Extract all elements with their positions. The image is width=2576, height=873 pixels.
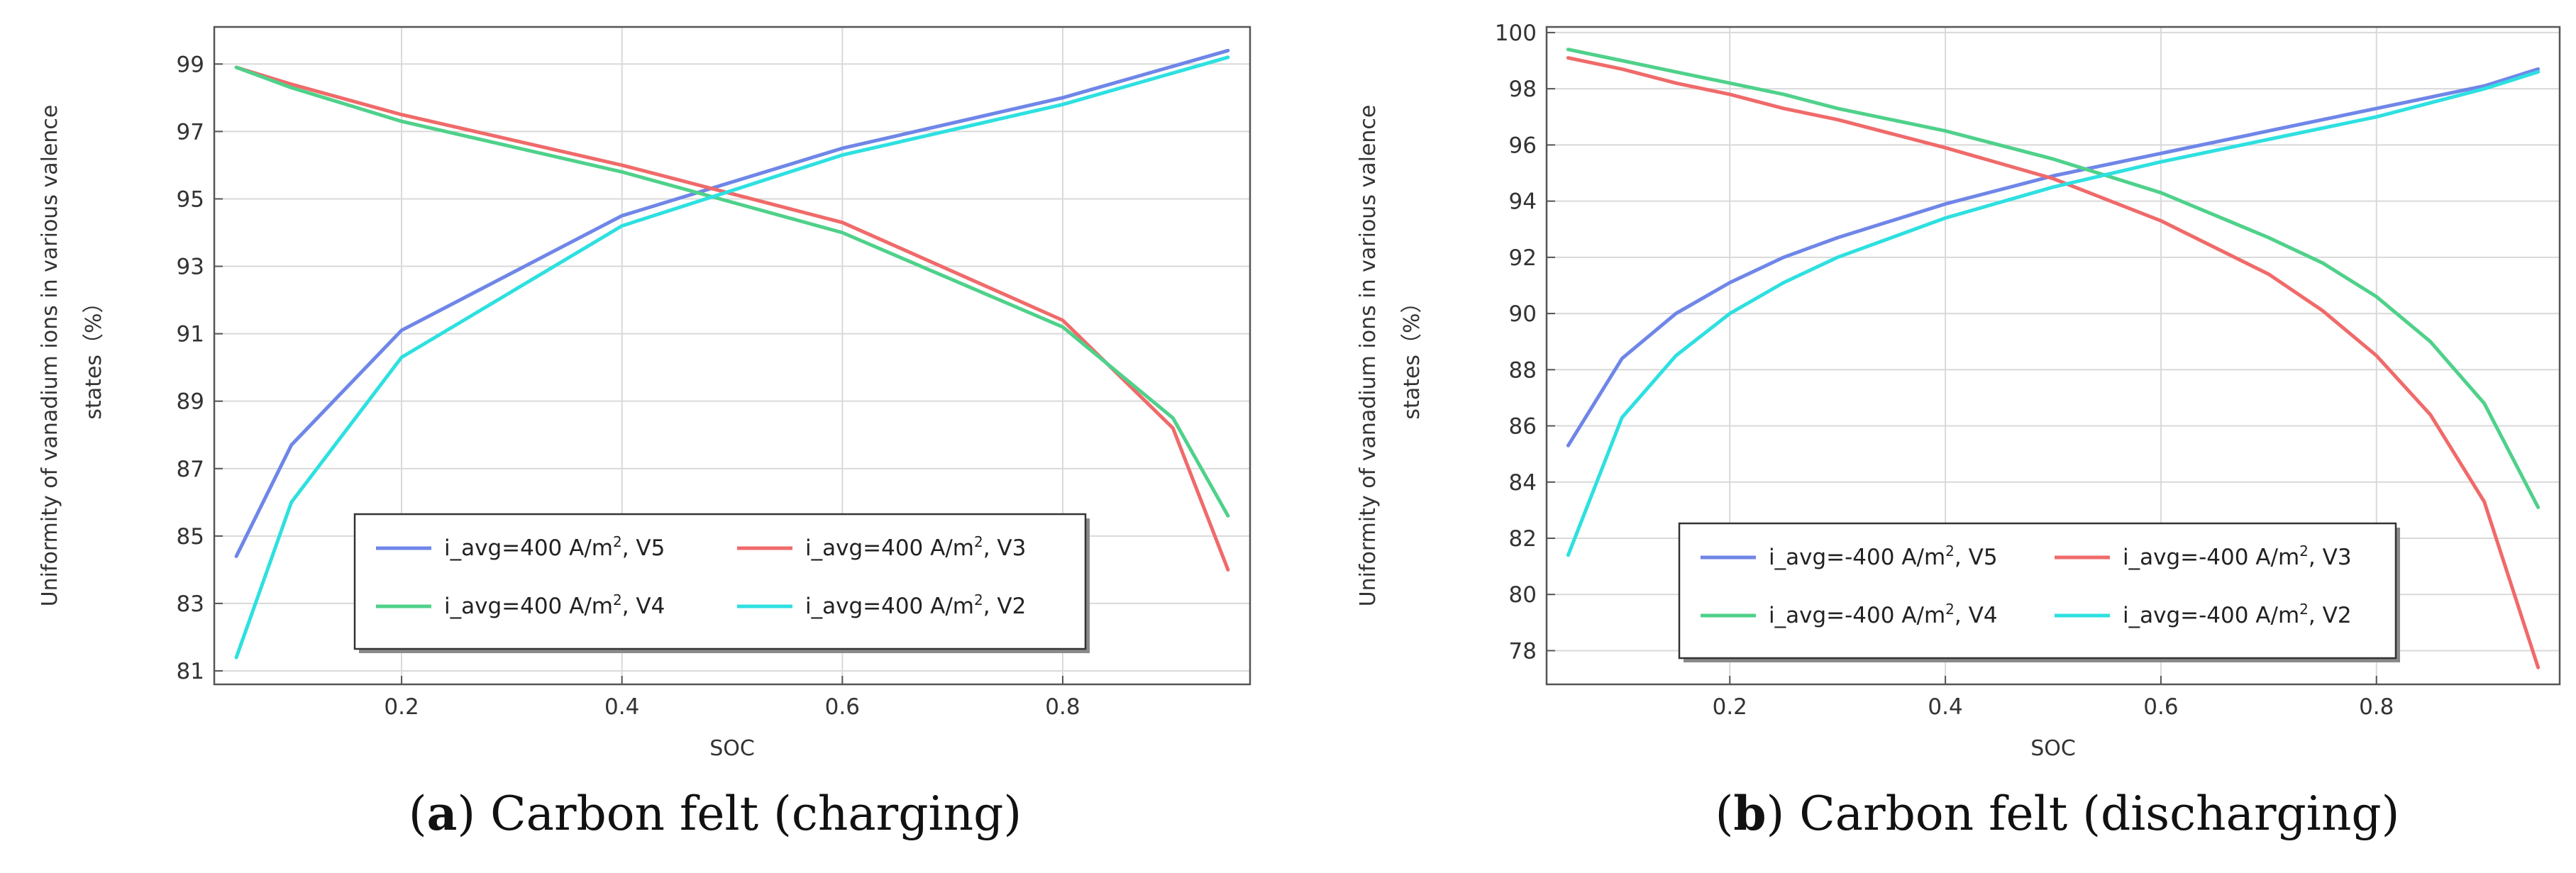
y-tick-label: 95 [177, 187, 204, 212]
y-tick-label: 99 [177, 52, 204, 77]
chart-a: 0.2 0.4 0.6 0.8 81 83 85 87 89 91 93 95 97 99 SOC Unifo… [38, 26, 1251, 841]
chart-b: 0.2 0.4 0.6 0.8 78 80 82 84 86 88 90 92 94 96 98 100 SOC… [1356, 21, 2561, 841]
y-tick-label: 83 [177, 591, 204, 617]
y-tick-label: 94 [1509, 189, 1537, 215]
y-tick-label: 78 [1509, 638, 1537, 664]
chart-caption: (b) Carbon felt (discharging) [1715, 786, 2400, 841]
y-tick-label: 89 [177, 389, 204, 415]
legend: i_avg=400 A/m2, V5 i_avg=400 A/m2, V3 i_av… [353, 513, 1090, 653]
series-line-v5 [234, 48, 1230, 558]
series-line-v5 [1566, 67, 2541, 447]
y-tick-label: 90 [1509, 301, 1537, 327]
legend-label: i_avg=400 A/m2, V2 [805, 591, 1026, 619]
y-tick-label: 88 [1509, 357, 1537, 383]
y-tick-label: 97 [177, 119, 204, 145]
series-line-v3 [234, 65, 1230, 572]
x-tick-label: 0.2 [384, 694, 419, 720]
axes-frame [213, 26, 1251, 686]
y-tick-label: 81 [177, 659, 204, 684]
series-line-v3 [1566, 56, 2541, 669]
legend-box [353, 513, 1087, 650]
y-axis-label: states（%） [1400, 291, 1425, 419]
legend-label: i_avg=400 A/m2, V3 [805, 533, 1026, 561]
y-tick-label: 84 [1509, 470, 1537, 496]
series-line-v4 [234, 65, 1230, 518]
series-line-v2 [234, 55, 1230, 660]
y-tick-label: 85 [177, 524, 204, 550]
y-tick-label: 96 [1509, 133, 1537, 158]
y-tick-label: 92 [1509, 245, 1537, 271]
y-tick-label: 87 [177, 457, 204, 482]
y-tick-label: 91 [177, 322, 204, 347]
y-axis-label: Uniformity of vanadium ions in various v… [1356, 105, 1381, 607]
y-tick-label: 98 [1509, 77, 1537, 102]
legend-box [1678, 522, 2397, 660]
series-line-v2 [1566, 69, 2541, 557]
x-tick-label: 0.8 [1045, 694, 1080, 720]
chart-caption: (a) Carbon felt (charging) [409, 786, 1022, 841]
y-axis-label: Uniformity of vanadium ions in various v… [38, 105, 62, 607]
x-axis-label: SOC [709, 736, 755, 761]
series-line-v4 [1566, 48, 2541, 509]
legend-label: i_avg=-400 A/m2, V2 [2123, 601, 2352, 628]
y-tick-label: 93 [177, 255, 204, 280]
x-tick-label: 0.6 [2143, 694, 2178, 720]
x-tick-label: 0.2 [1713, 694, 1747, 720]
y-axis-label: states（%） [82, 291, 106, 419]
legend-label: i_avg=400 A/m2, V5 [444, 533, 665, 561]
legend-label: i_avg=-400 A/m2, V3 [2123, 543, 2352, 570]
y-tick-label: 82 [1509, 526, 1537, 552]
x-tick-label: 0.8 [2359, 694, 2394, 720]
y-tick-label: 100 [1495, 21, 1537, 46]
legend: i_avg=-400 A/m2, V5 i_avg=-400 A/m2, V3 i_… [1678, 522, 2400, 662]
legend-label: i_avg=400 A/m2, V4 [444, 591, 665, 619]
x-tick-label: 0.4 [604, 694, 639, 720]
x-axis-label: SOC [2030, 736, 2076, 761]
x-tick-label: 0.4 [1928, 694, 1962, 720]
x-tick-label: 0.6 [825, 694, 860, 720]
y-tick-label: 86 [1509, 414, 1537, 440]
legend-label: i_avg=-400 A/m2, V5 [1769, 543, 1998, 570]
axes-frame [1545, 26, 2561, 686]
legend-label: i_avg=-400 A/m2, V4 [1769, 601, 1998, 628]
y-tick-label: 80 [1509, 582, 1537, 608]
